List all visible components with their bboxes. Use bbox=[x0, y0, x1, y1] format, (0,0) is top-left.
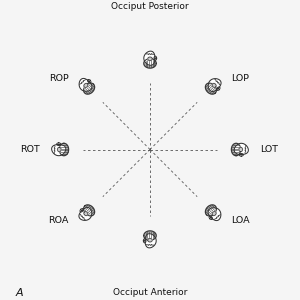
Polygon shape bbox=[84, 83, 88, 87]
Polygon shape bbox=[84, 83, 94, 94]
Polygon shape bbox=[148, 57, 152, 61]
Text: ROP: ROP bbox=[49, 74, 68, 83]
Text: A: A bbox=[15, 288, 23, 298]
Polygon shape bbox=[234, 143, 248, 155]
Polygon shape bbox=[154, 56, 157, 60]
Polygon shape bbox=[231, 143, 241, 156]
Polygon shape bbox=[145, 234, 156, 248]
Polygon shape bbox=[217, 87, 220, 90]
Polygon shape bbox=[144, 59, 156, 68]
Text: Occiput Posterior: Occiput Posterior bbox=[111, 2, 189, 11]
Polygon shape bbox=[59, 143, 69, 156]
Polygon shape bbox=[84, 205, 94, 216]
Polygon shape bbox=[212, 212, 216, 216]
Polygon shape bbox=[206, 83, 216, 94]
Polygon shape bbox=[79, 78, 92, 91]
Text: LOT: LOT bbox=[260, 145, 278, 154]
Text: LOP: LOP bbox=[232, 74, 250, 83]
Text: ROA: ROA bbox=[48, 216, 68, 225]
Polygon shape bbox=[212, 83, 216, 87]
Polygon shape bbox=[80, 208, 83, 212]
Polygon shape bbox=[208, 208, 221, 220]
Text: LOA: LOA bbox=[232, 216, 250, 225]
Polygon shape bbox=[209, 216, 212, 220]
Polygon shape bbox=[143, 239, 146, 243]
Polygon shape bbox=[79, 208, 92, 220]
Polygon shape bbox=[88, 80, 91, 83]
Polygon shape bbox=[84, 212, 88, 216]
Polygon shape bbox=[208, 79, 221, 92]
Polygon shape bbox=[52, 145, 66, 156]
Text: Occiput Anterior: Occiput Anterior bbox=[113, 288, 187, 297]
Polygon shape bbox=[144, 231, 156, 240]
Polygon shape bbox=[239, 147, 242, 152]
Polygon shape bbox=[206, 205, 216, 216]
Polygon shape bbox=[58, 147, 61, 152]
Polygon shape bbox=[57, 143, 61, 145]
Polygon shape bbox=[148, 238, 152, 242]
Text: ROT: ROT bbox=[20, 145, 40, 154]
Polygon shape bbox=[239, 154, 243, 156]
Polygon shape bbox=[144, 51, 155, 65]
